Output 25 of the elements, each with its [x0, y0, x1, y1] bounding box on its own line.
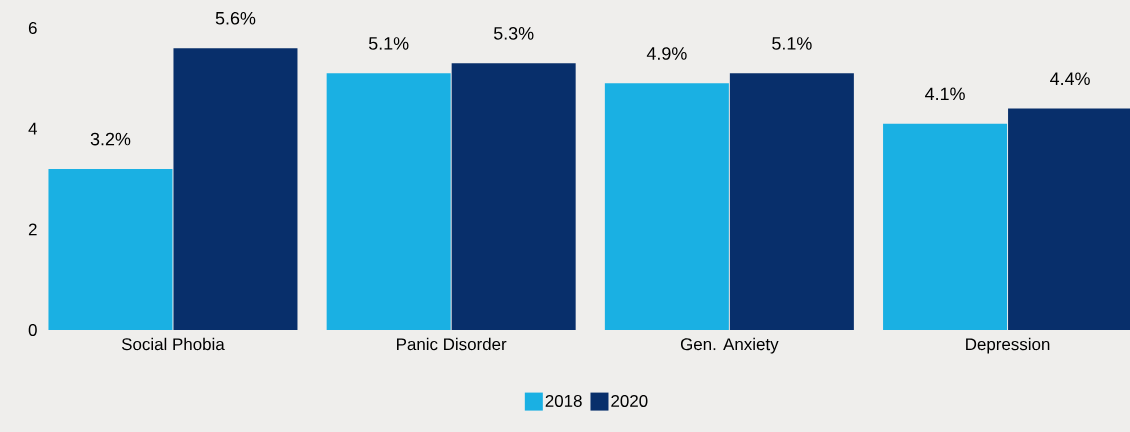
- data-label: 4.9%: [646, 47, 687, 60]
- bar: [326, 73, 451, 330]
- bar: [173, 48, 298, 330]
- data-label: 4.4%: [1050, 72, 1090, 86]
- y-tick-label: 4: [28, 122, 37, 135]
- legend-label: 2018: [545, 394, 582, 407]
- bar: [604, 83, 729, 330]
- data-label: 5.1%: [772, 37, 812, 50]
- bar: [451, 63, 576, 330]
- y-tick-label: 2: [28, 223, 37, 236]
- bar: [48, 168, 173, 330]
- data-label: 3.2%: [90, 132, 131, 146]
- y-tick-label: 0: [28, 324, 37, 336]
- legend-label: 2020: [611, 394, 648, 407]
- x-tick-label: Depression: [966, 337, 1050, 354]
- x-tick-label: Gen. Anxiety: [680, 337, 779, 354]
- y-tick-label: 6: [28, 22, 37, 34]
- data-label: 5.6%: [215, 11, 256, 25]
- data-label: 4.1%: [925, 87, 965, 101]
- x-tick-label: Social Phobia: [121, 337, 225, 351]
- data-label: 5.3%: [493, 27, 534, 40]
- x-tick-label: Panic Disorder: [397, 337, 507, 351]
- bar: [729, 73, 854, 330]
- bar: [883, 123, 1008, 330]
- data-label: 5.1%: [368, 37, 409, 50]
